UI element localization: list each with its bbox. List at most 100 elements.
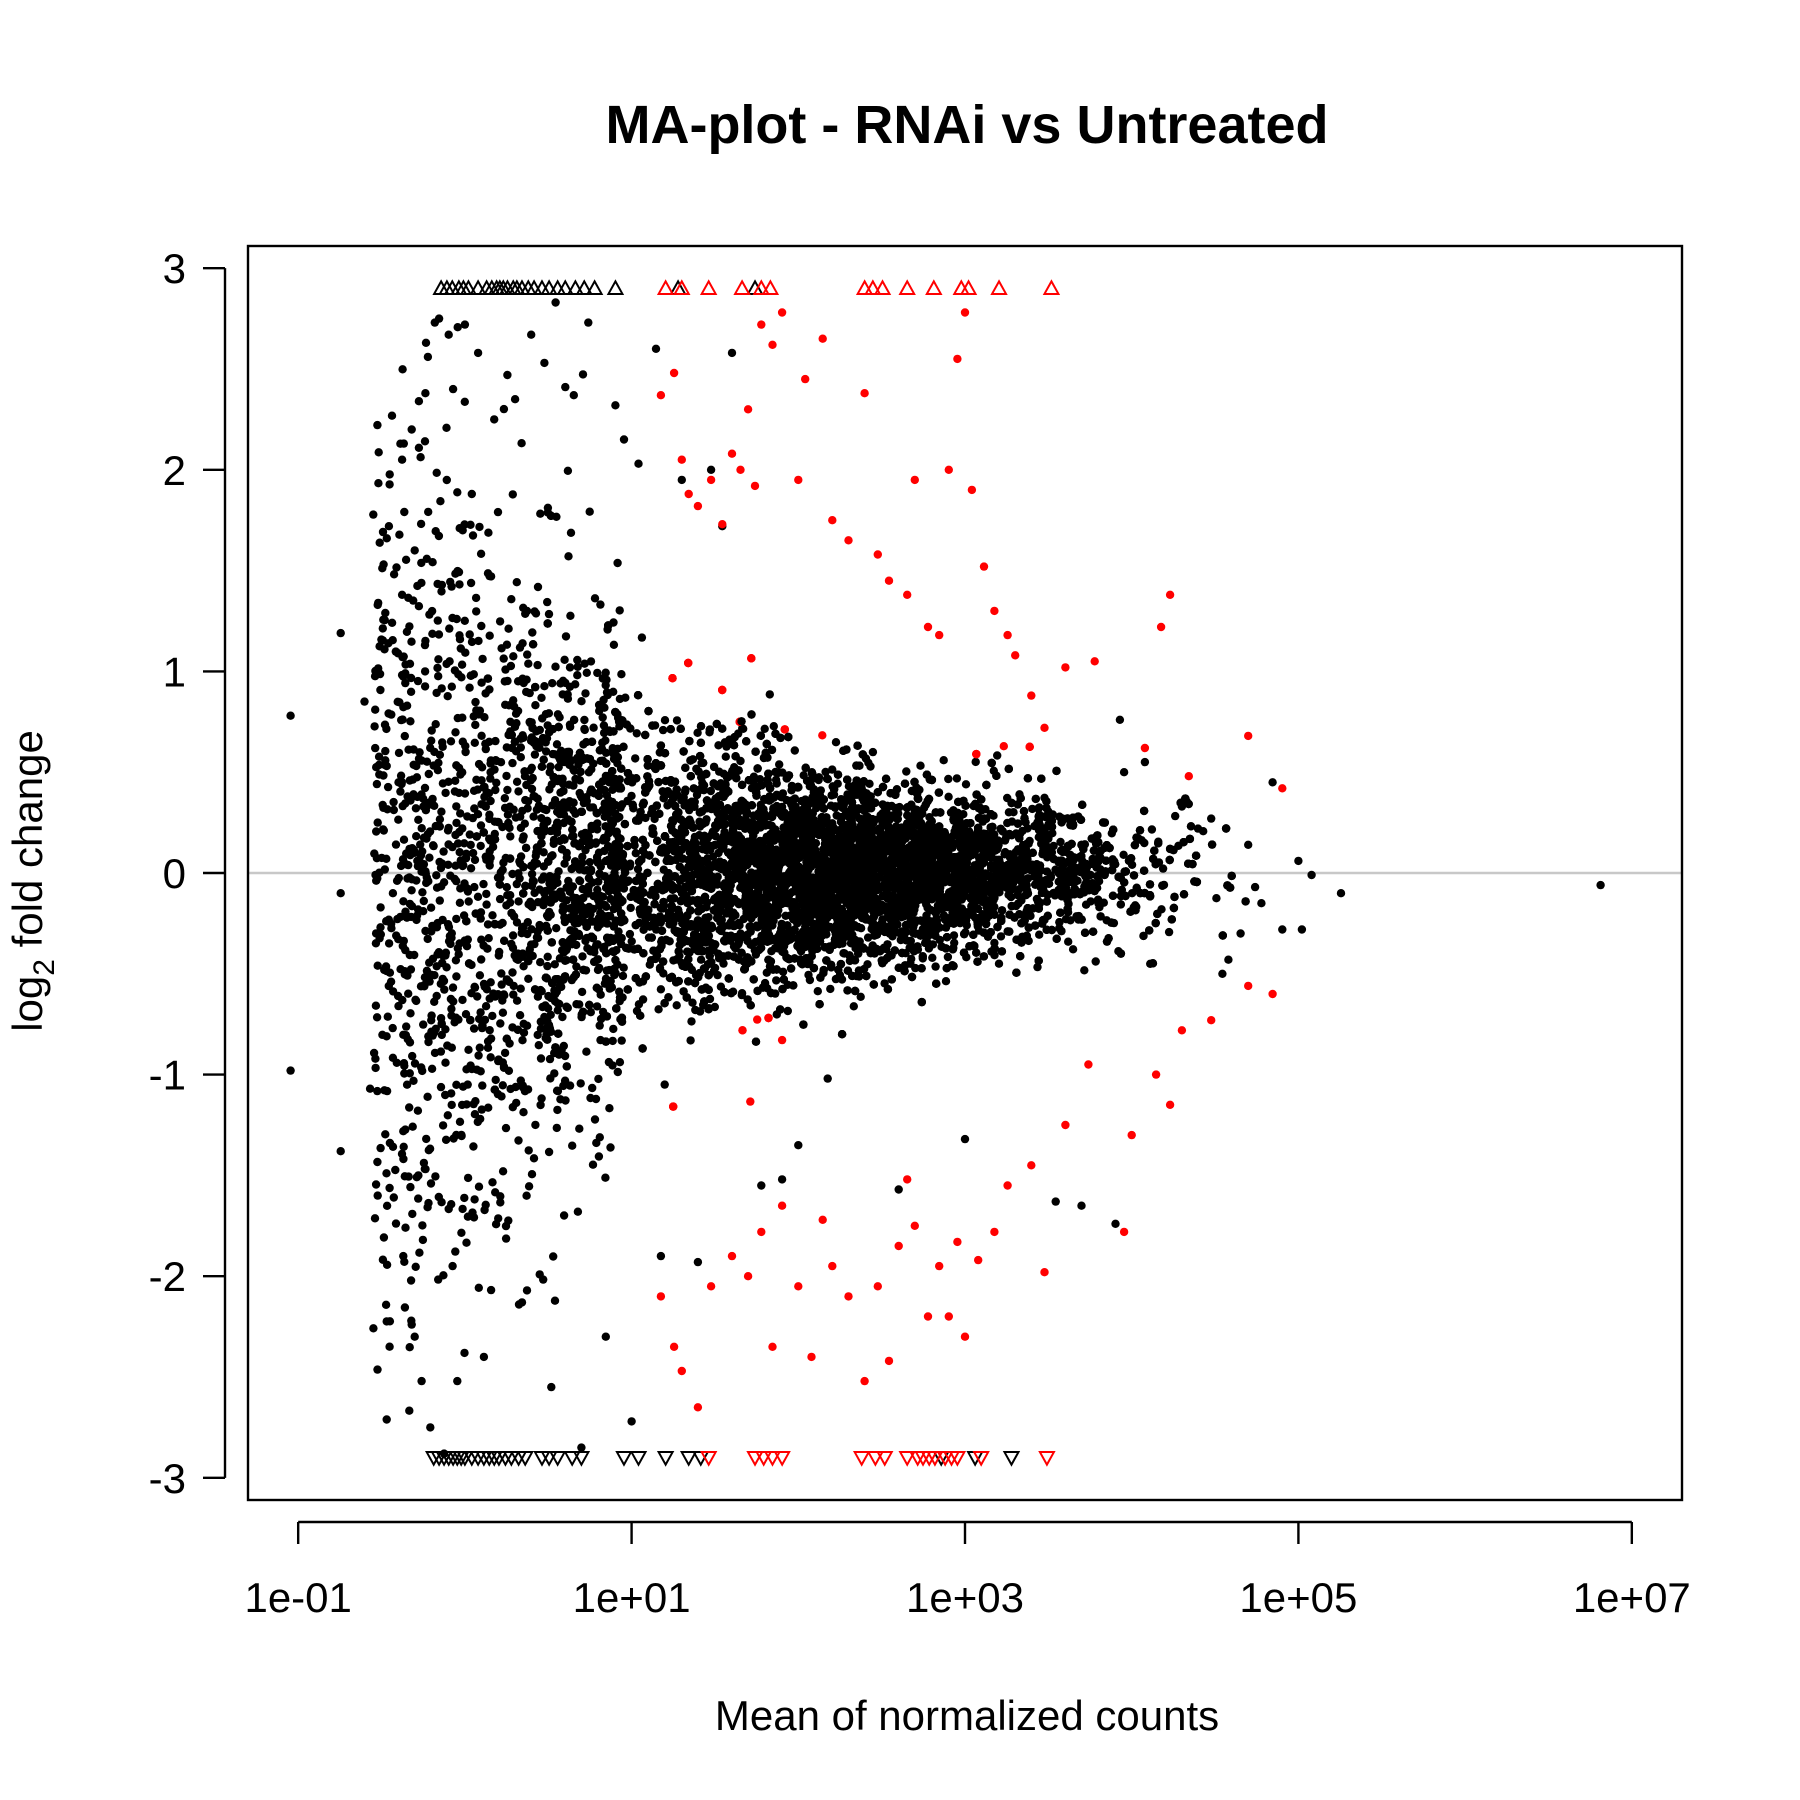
data-point bbox=[1033, 962, 1042, 972]
points-layer bbox=[286, 279, 1605, 1467]
data-point bbox=[558, 1012, 567, 1022]
data-point bbox=[737, 989, 747, 998]
data-point bbox=[631, 754, 640, 763]
data-point bbox=[637, 633, 647, 642]
data-point bbox=[1147, 825, 1157, 834]
data-point bbox=[687, 1017, 696, 1026]
data-point bbox=[775, 760, 784, 769]
data-point bbox=[746, 1097, 755, 1106]
data-point bbox=[993, 751, 1002, 760]
data-point bbox=[765, 690, 774, 699]
data-point bbox=[1056, 837, 1065, 847]
data-point bbox=[693, 728, 702, 737]
data-point bbox=[826, 801, 836, 810]
data-point bbox=[714, 741, 723, 750]
data-point bbox=[971, 757, 980, 767]
data-point bbox=[849, 1002, 858, 1011]
data-point bbox=[619, 963, 628, 972]
data-point bbox=[654, 1005, 663, 1014]
data-point bbox=[672, 716, 682, 725]
data-point bbox=[837, 975, 847, 984]
data-point bbox=[627, 937, 636, 946]
data-point bbox=[632, 729, 641, 738]
data-point bbox=[721, 752, 730, 761]
data-point bbox=[1028, 804, 1037, 814]
data-point bbox=[787, 786, 796, 795]
data-point bbox=[821, 767, 830, 777]
data-point bbox=[1080, 966, 1089, 975]
data-point bbox=[783, 1006, 792, 1016]
data-point bbox=[961, 780, 971, 789]
data-point bbox=[713, 970, 722, 980]
data-point bbox=[941, 977, 951, 986]
data-point bbox=[832, 811, 841, 820]
data-point bbox=[585, 858, 594, 867]
data-point bbox=[778, 967, 788, 976]
data-point bbox=[777, 1035, 787, 1045]
data-point bbox=[1035, 930, 1044, 939]
data-point bbox=[826, 984, 835, 994]
data-point bbox=[1004, 808, 1014, 817]
data-point bbox=[916, 761, 925, 770]
chart-title: MA-plot - RNAi vs Untreated bbox=[605, 95, 1328, 155]
data-point bbox=[545, 1054, 555, 1064]
data-point bbox=[656, 985, 666, 994]
data-point bbox=[831, 738, 841, 747]
data-point bbox=[631, 849, 640, 858]
data-point bbox=[1212, 894, 1221, 903]
data-point bbox=[999, 742, 1008, 751]
data-point bbox=[769, 722, 778, 731]
data-point bbox=[1119, 850, 1128, 859]
data-point bbox=[753, 1015, 762, 1024]
data-point bbox=[1049, 841, 1058, 851]
data-point bbox=[931, 962, 940, 971]
data-point bbox=[813, 987, 822, 996]
data-point bbox=[625, 929, 635, 939]
data-point bbox=[1164, 927, 1174, 937]
data-point bbox=[902, 767, 911, 776]
data-point bbox=[1158, 864, 1168, 873]
data-point bbox=[950, 938, 959, 947]
data-point bbox=[805, 975, 815, 985]
data-point bbox=[609, 1024, 618, 1034]
data-point bbox=[895, 802, 904, 812]
data-point bbox=[1048, 810, 1058, 819]
data-point bbox=[790, 746, 799, 755]
data-point bbox=[743, 930, 752, 939]
data-point bbox=[634, 1000, 644, 1009]
data-point bbox=[660, 1080, 669, 1089]
plot-area bbox=[248, 279, 1682, 1467]
data-point bbox=[528, 628, 537, 637]
data-point bbox=[696, 955, 706, 964]
data-point bbox=[944, 774, 953, 784]
data-point bbox=[762, 968, 771, 977]
data-point bbox=[772, 976, 781, 985]
data-point bbox=[943, 952, 953, 962]
data-point bbox=[706, 786, 715, 796]
data-point bbox=[500, 794, 509, 803]
data-point bbox=[828, 765, 837, 774]
data-point bbox=[994, 959, 1004, 968]
data-point bbox=[771, 943, 780, 953]
data-point bbox=[760, 724, 769, 733]
data-point bbox=[524, 1182, 534, 1191]
data-point bbox=[1051, 865, 1060, 874]
data-point bbox=[1068, 945, 1078, 954]
data-point bbox=[1086, 897, 1095, 906]
data-point bbox=[952, 774, 962, 783]
data-point bbox=[659, 969, 668, 978]
data-point bbox=[939, 756, 948, 765]
data-point bbox=[996, 932, 1006, 941]
data-point bbox=[617, 670, 626, 679]
data-point bbox=[660, 716, 670, 725]
data-point bbox=[586, 1008, 595, 1017]
data-point bbox=[1171, 811, 1180, 821]
data-point bbox=[928, 940, 938, 949]
data-point bbox=[856, 992, 865, 1001]
data-point bbox=[949, 931, 959, 940]
data-point bbox=[589, 723, 598, 732]
data-point bbox=[928, 953, 937, 962]
data-point bbox=[1091, 957, 1100, 966]
